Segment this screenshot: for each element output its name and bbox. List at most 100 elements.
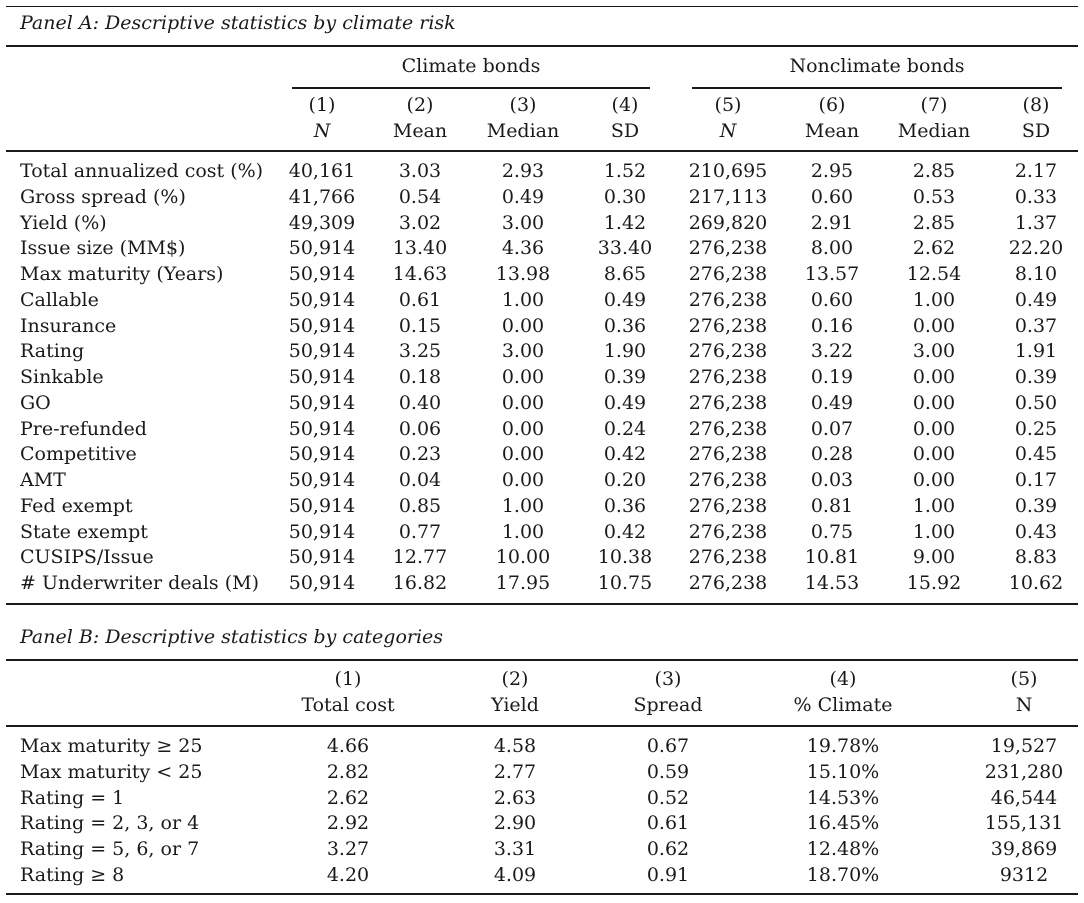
row-label: CUSIPS/Issue <box>20 546 154 568</box>
column-number: (8) <box>1022 94 1050 116</box>
table-cell: 2.85 <box>912 160 956 182</box>
table-cell: 50,914 <box>288 546 356 568</box>
table-cell: 0.54 <box>398 186 442 208</box>
table-cell: 0.00 <box>912 443 956 465</box>
row-label: Insurance <box>20 315 117 337</box>
table-cell: 50,914 <box>288 418 356 440</box>
table-cell: 1.91 <box>1014 340 1058 362</box>
row-label: Gross spread (%) <box>20 186 186 208</box>
table-cell: 0.00 <box>501 366 545 388</box>
table-cell: 13.98 <box>495 263 551 285</box>
table-cell: 0.15 <box>398 315 442 337</box>
column-number: (2) <box>406 94 434 116</box>
column-number: (1) <box>334 668 362 690</box>
table-cell: 8.00 <box>810 237 854 259</box>
table-cell: 0.49 <box>810 392 854 414</box>
table-cell: 39,869 <box>990 838 1058 860</box>
row-label: Rating <box>20 340 85 362</box>
table-cell: 4.58 <box>493 735 537 757</box>
row-label: Max maturity < 25 <box>20 761 203 783</box>
column-number: (1) <box>308 94 336 116</box>
row-label: Max maturity ≥ 25 <box>20 735 203 757</box>
table-cell: 14.53 <box>804 572 860 594</box>
table-cell: 3.27 <box>326 838 370 860</box>
column-label: Mean <box>392 120 448 142</box>
table-cell: 276,238 <box>688 418 768 440</box>
row-label: Yield (%) <box>20 212 107 234</box>
table-cell: 1.00 <box>501 289 545 311</box>
nonclimate-bonds-underline <box>692 87 1062 89</box>
table-cell: 276,238 <box>688 340 768 362</box>
table-cell: 0.42 <box>603 521 647 543</box>
table-cell: 155,131 <box>984 812 1064 834</box>
table-cell: 0.45 <box>1014 443 1058 465</box>
panel-b-header-rule <box>6 725 1078 727</box>
table-cell: 231,280 <box>984 761 1064 783</box>
table-cell: 0.49 <box>603 289 647 311</box>
row-label: GO <box>20 392 51 414</box>
table-cell: 269,820 <box>688 212 768 234</box>
table-cell: 15.92 <box>906 572 962 594</box>
row-label: Sinkable <box>20 366 104 388</box>
column-label: N <box>719 120 737 142</box>
table-cell: 0.04 <box>398 469 442 491</box>
climate-bonds-underline <box>292 87 650 89</box>
panel-b-title-rule <box>6 659 1078 661</box>
table-cell: 14.53% <box>806 787 880 809</box>
table-cell: 0.75 <box>810 521 854 543</box>
table-cell: 2.17 <box>1014 160 1058 182</box>
table-cell: 4.09 <box>493 864 537 886</box>
row-label: # Underwriter deals (M) <box>20 572 260 594</box>
table-cell: 276,238 <box>688 315 768 337</box>
table-cell: 4.20 <box>326 864 370 886</box>
table-cell: 8.65 <box>603 263 647 285</box>
column-label: Spread <box>633 694 703 716</box>
table-cell: 22.20 <box>1008 237 1064 259</box>
table-cell: 276,238 <box>688 237 768 259</box>
column-label: SD <box>1021 120 1051 142</box>
table-cell: 50,914 <box>288 392 356 414</box>
column-number: (3) <box>654 668 682 690</box>
column-label: Median <box>486 120 560 142</box>
row-label: Issue size (MM$) <box>20 237 186 259</box>
column-number: (6) <box>818 94 846 116</box>
table-cell: 12.77 <box>392 546 448 568</box>
panel-a-header-rule <box>6 150 1078 152</box>
row-label: Max maturity (Years) <box>20 263 224 285</box>
table-cell: 3.02 <box>398 212 442 234</box>
table-cell: 3.00 <box>501 340 545 362</box>
table-cell: 2.93 <box>501 160 545 182</box>
table-cell: 0.00 <box>912 418 956 440</box>
table-cell: 0.00 <box>501 469 545 491</box>
table-cell: 4.66 <box>326 735 370 757</box>
table-cell: 0.00 <box>912 469 956 491</box>
table-cell: 0.07 <box>810 418 854 440</box>
table-cell: 0.60 <box>810 186 854 208</box>
table-cell: 2.90 <box>493 812 537 834</box>
row-label: Fed exempt <box>20 495 133 517</box>
table-cell: 12.54 <box>906 263 962 285</box>
table-cell: 19.78% <box>806 735 880 757</box>
table-cell: 3.31 <box>493 838 537 860</box>
table-cell: 0.00 <box>501 315 545 337</box>
nonclimate-bonds-group-header: Nonclimate bonds <box>789 55 965 77</box>
table-cell: 2.62 <box>912 237 956 259</box>
table-cell: 50,914 <box>288 495 356 517</box>
row-label: Rating = 5, 6, or 7 <box>20 838 200 860</box>
table-cell: 276,238 <box>688 263 768 285</box>
table-cell: 0.37 <box>1014 315 1058 337</box>
row-label: Total annualized cost (%) <box>20 160 264 182</box>
table-cell: 0.18 <box>398 366 442 388</box>
row-label: Rating = 1 <box>20 787 125 809</box>
table-cell: 0.00 <box>501 443 545 465</box>
table-cell: 12.48% <box>806 838 880 860</box>
table-cell: 0.49 <box>501 186 545 208</box>
table-cell: 2.82 <box>326 761 370 783</box>
table-cell: 0.06 <box>398 418 442 440</box>
column-number: (7) <box>920 94 948 116</box>
table-cell: 0.00 <box>912 392 956 414</box>
column-number: (4) <box>611 94 639 116</box>
column-number: (3) <box>509 94 537 116</box>
table-cell: 0.16 <box>810 315 854 337</box>
table-cell: 276,238 <box>688 289 768 311</box>
